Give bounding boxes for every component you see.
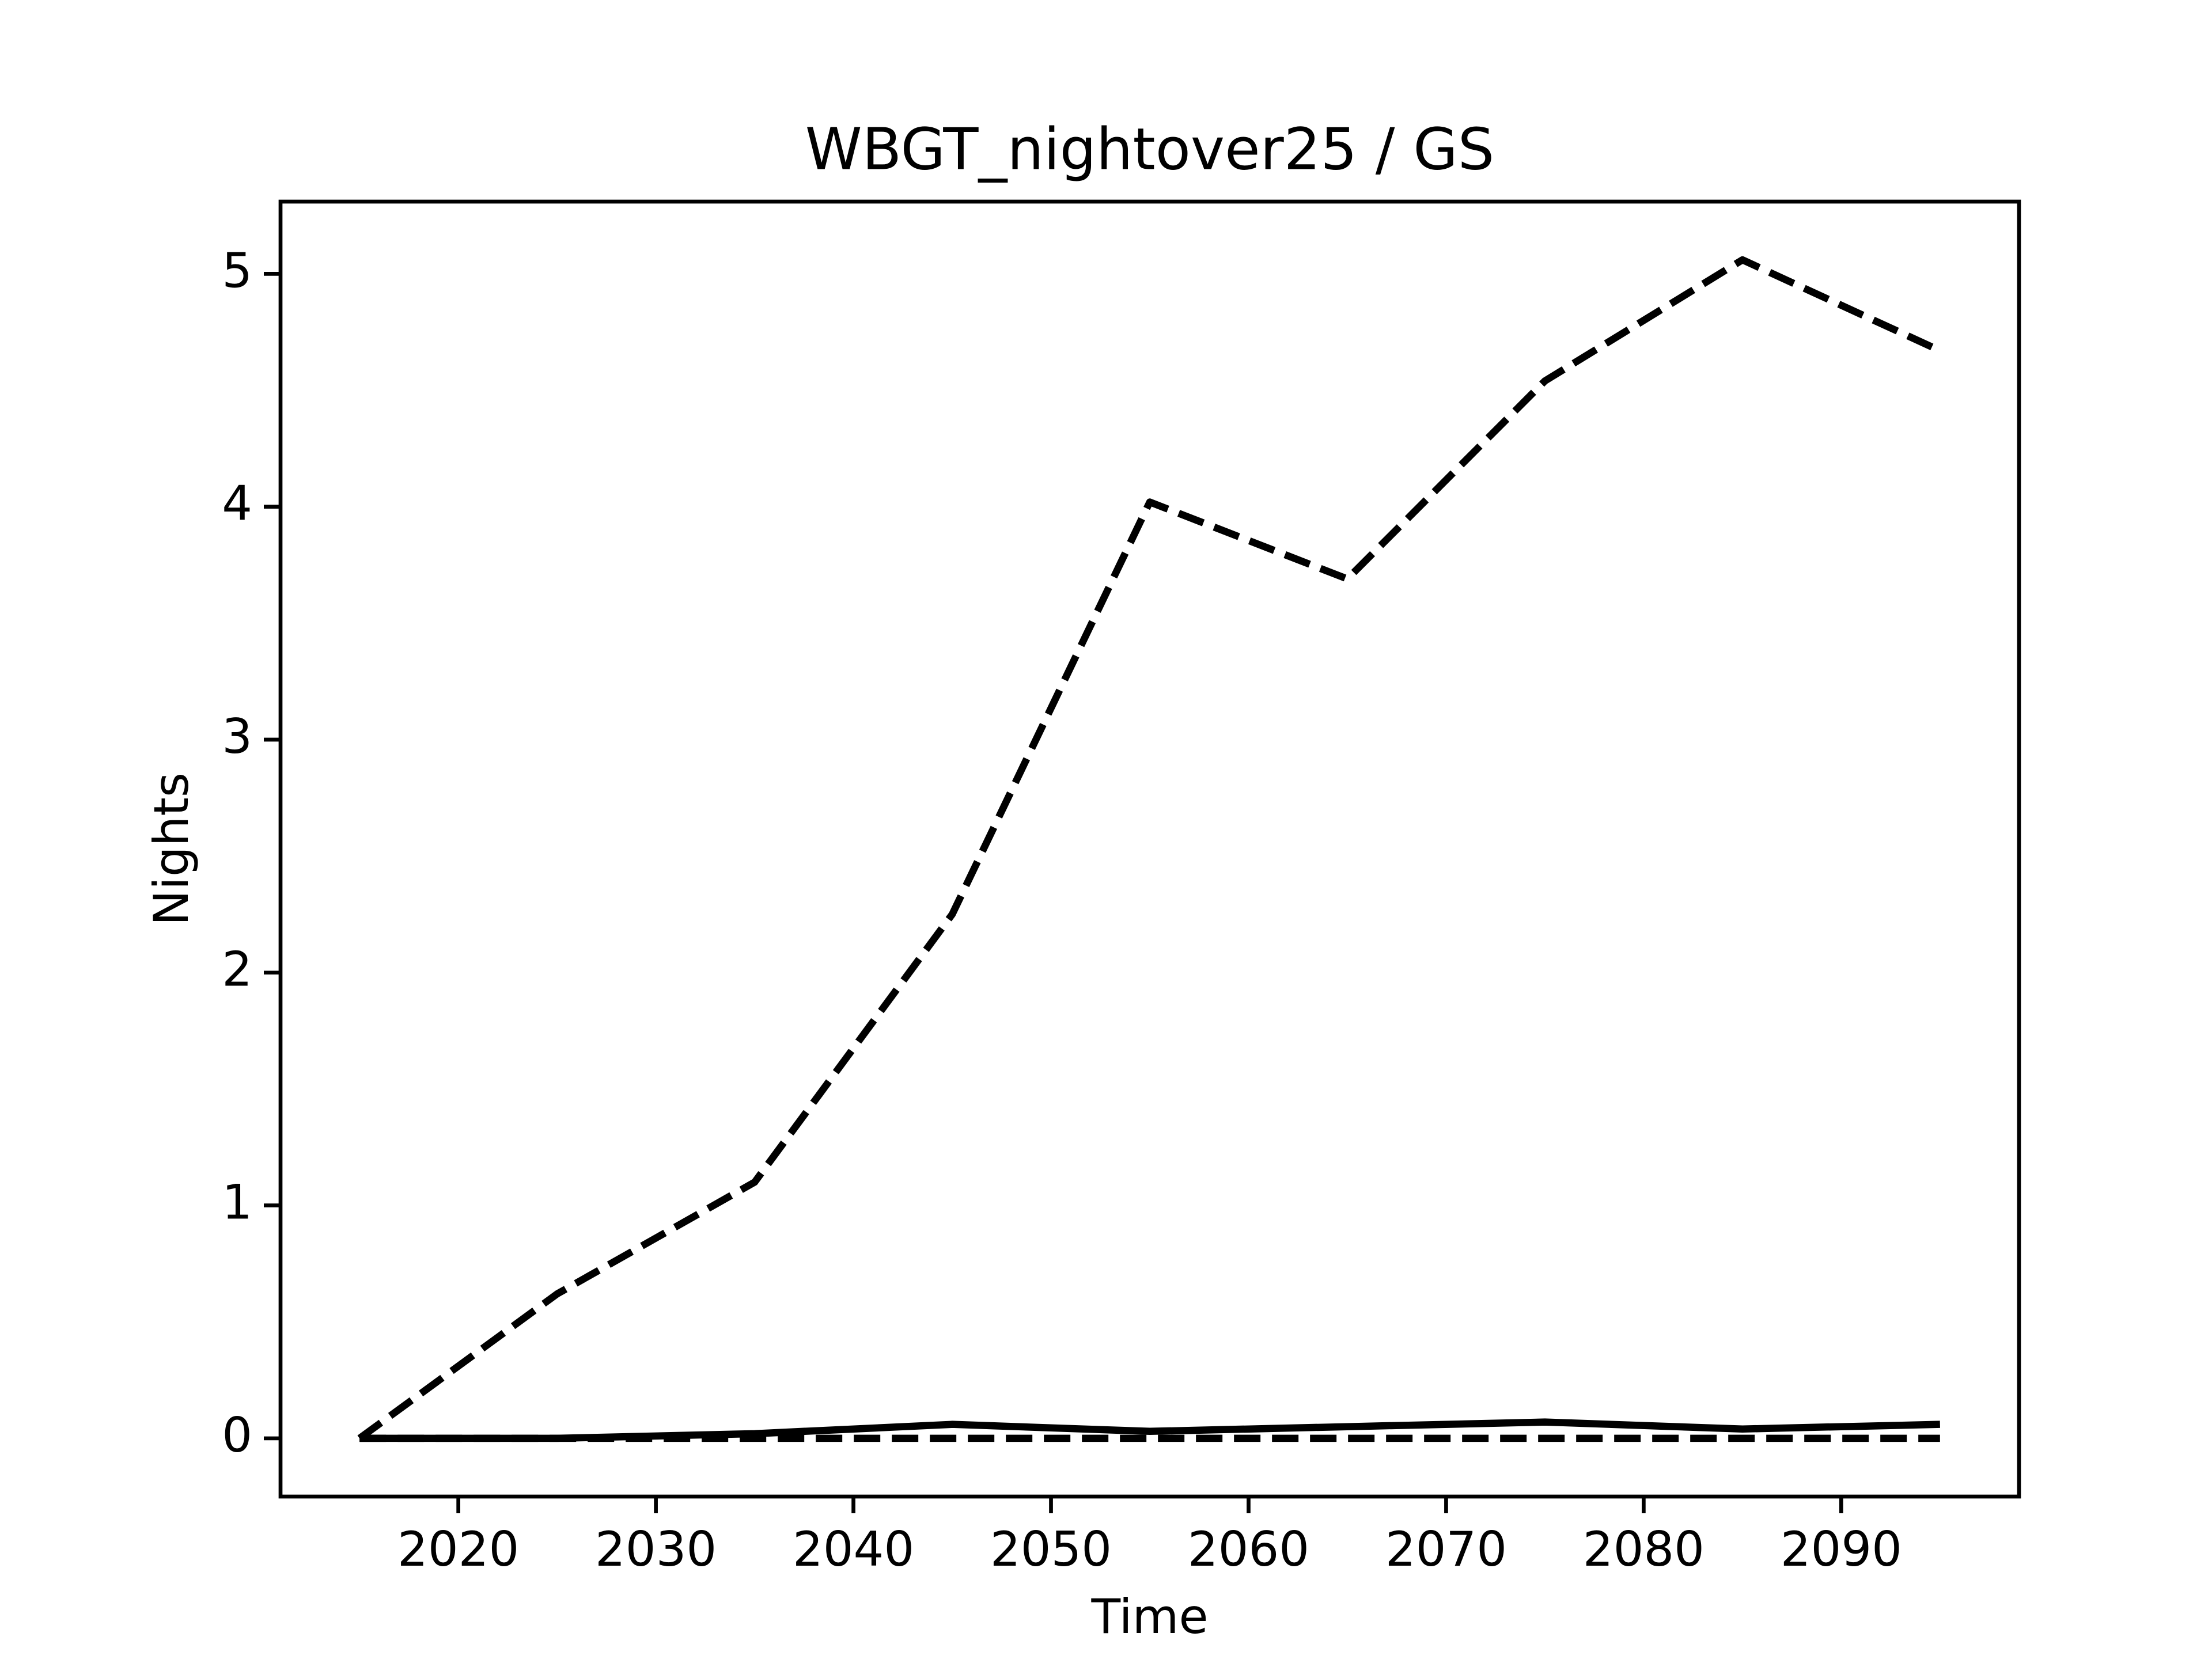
x-tick-label: 2030 [595,1521,717,1577]
x-tick-label: 2060 [1188,1521,1309,1577]
x-tick-label: 2020 [397,1521,519,1577]
x-tick-label: 2090 [1781,1521,1902,1577]
y-tick-label: 2 [222,941,252,997]
y-tick-label: 3 [222,709,252,764]
chart-title: WBGT_nightover25 / GS [805,115,1494,183]
x-tick-label: 2080 [1583,1521,1705,1577]
y-tick-label: 1 [222,1175,252,1230]
x-tick-label: 2040 [793,1521,914,1577]
x-tick-label: 2050 [990,1521,1112,1577]
x-axis-label: Time [1090,1589,1208,1645]
y-tick-label: 4 [222,476,252,532]
y-tick-label: 5 [222,243,252,298]
x-tick-label: 2070 [1385,1521,1507,1577]
series-line [359,1418,1940,1442]
series-line [357,256,1942,1441]
y-axis-label: Nights [143,772,199,926]
plot-frame [278,199,2021,1499]
y-tick-label: 0 [222,1407,252,1463]
